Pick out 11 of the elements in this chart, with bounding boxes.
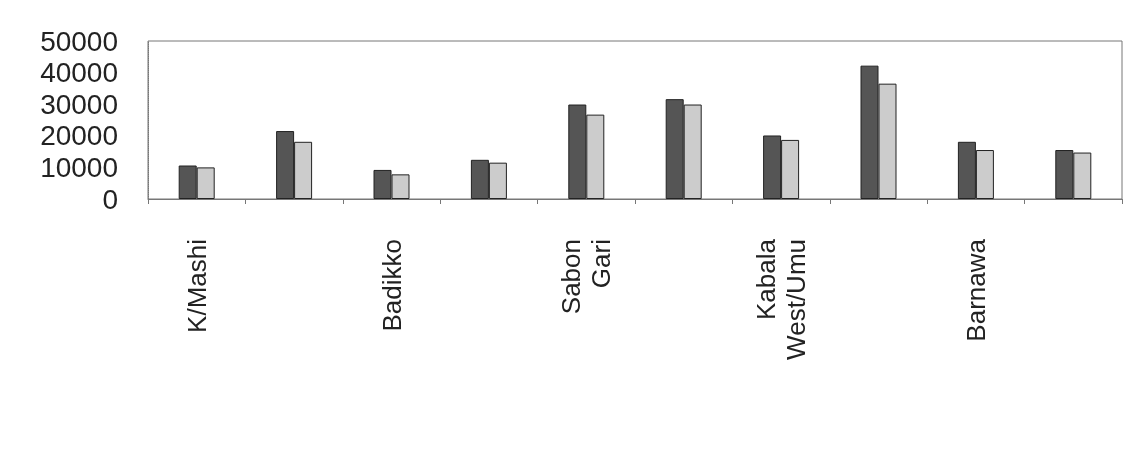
x-tick-label: Badikko [376,239,407,332]
y-tick-label: 20000 [40,120,118,152]
x-tick-label: Barnawa [960,238,991,342]
x-tick-label: Kabala West/Umu [751,238,812,360]
x-tick-label: K/Mashi [181,239,212,333]
y-tick-label: 50000 [40,25,118,57]
x-tick-label: Sabon Gari [556,239,617,315]
y-tick-label: 30000 [40,88,118,120]
y-tick-label: 40000 [40,57,118,89]
y-tick-label: 0 [102,183,118,215]
y-tick-label: 10000 [40,151,118,183]
